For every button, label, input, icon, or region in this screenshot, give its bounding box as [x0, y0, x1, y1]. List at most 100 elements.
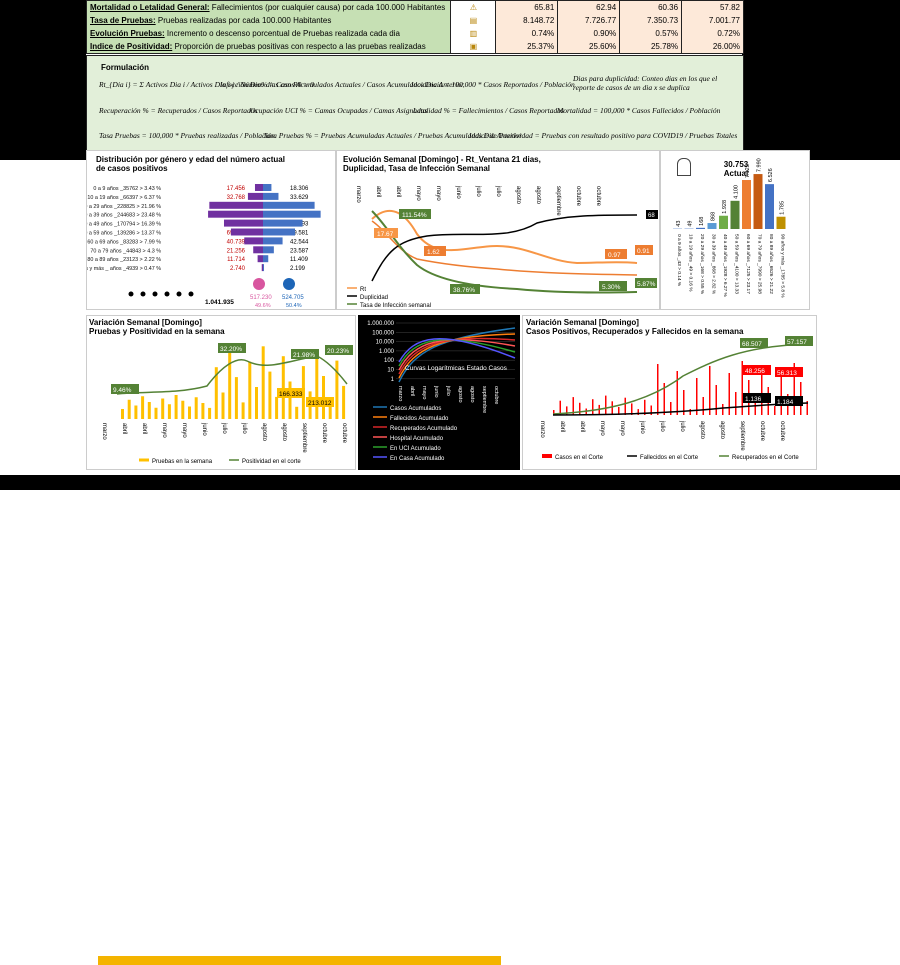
female-bar — [262, 264, 263, 271]
cases-bar — [729, 373, 731, 415]
cases-bar — [709, 366, 711, 415]
person-icon — [189, 292, 194, 297]
log-tick: 1.000.000 — [367, 321, 394, 327]
alert-icon: ⚠ — [450, 1, 495, 14]
month-label: marzo — [539, 421, 545, 438]
age-label: 10 a 19 años _66397 > 6.37 % — [87, 195, 161, 201]
metric-row: Tasa de Pruebas: Pruebas realizadas por … — [87, 14, 743, 27]
legend-text: Casos Acumulados — [390, 406, 441, 412]
infection-line — [372, 211, 637, 293]
month-label: septiembre — [481, 386, 487, 413]
log-tick: 1 — [391, 377, 395, 383]
death-value: 1.928 — [722, 200, 728, 214]
month-label: julio — [445, 385, 451, 396]
test-bar — [315, 351, 318, 419]
female-bar — [209, 202, 263, 209]
death-label: 90 años y más _1785 > 5.8 % — [780, 234, 786, 298]
month-label: abril — [121, 423, 127, 434]
death-value: 7.990 — [757, 158, 763, 172]
month-label: octubre — [575, 186, 581, 207]
test-bar — [228, 352, 231, 419]
formula-box: Formulación Rt_{Dia i} = Σ Activos Dia i… — [86, 55, 744, 151]
death-value: 168 — [699, 217, 705, 226]
cases-bar — [703, 397, 705, 415]
rt-label: 111.54% — [402, 212, 427, 219]
death-value: 1.785 — [780, 201, 786, 215]
test-bar — [282, 356, 285, 419]
male-bar — [263, 202, 315, 209]
male-bar — [263, 184, 271, 191]
month-label: octubre — [493, 386, 499, 404]
month-label: marzo — [397, 386, 403, 401]
legend-text: Fallecidos Acumulado — [390, 416, 449, 422]
legend-text: Casos en el Corte — [555, 455, 604, 461]
female-value: 21.256 — [227, 248, 246, 254]
female-bar — [255, 184, 263, 191]
legend-text: Recuperados en el Corte — [732, 455, 799, 461]
age-label: 50 a 59 años _139286 > 13.37 % — [87, 231, 161, 237]
person-icon — [177, 292, 182, 297]
death-value: 4.100 — [734, 185, 740, 199]
month-label: marzo — [101, 423, 107, 440]
cases-bar — [722, 404, 724, 415]
positivity-icon: ▣ — [450, 40, 495, 53]
male-value: 42.544 — [290, 239, 309, 245]
person-icon — [141, 292, 146, 297]
test-bar — [128, 400, 131, 419]
test-bar — [175, 395, 178, 419]
female-bar — [253, 246, 263, 253]
cases-label: 56.313 — [777, 370, 797, 377]
month-label: julio — [221, 422, 227, 434]
rt-label: 0.91 — [637, 248, 650, 255]
death-bar — [696, 228, 705, 229]
male-bar — [263, 246, 274, 253]
age-label: 20 a 29 años _228825 > 21.96 % — [87, 204, 161, 210]
tests-label: 213.012 — [308, 400, 332, 407]
female-bar — [258, 255, 263, 262]
month-label: julio — [679, 420, 685, 432]
cases-label: 1.136 — [745, 396, 762, 403]
month-label: mayo — [415, 186, 421, 201]
female-pct: 49.6% — [255, 303, 271, 309]
person-icon — [165, 292, 170, 297]
tests-label: 32.20% — [220, 346, 242, 353]
death-bar — [765, 184, 774, 229]
legend-text: Hospital Acumulado — [390, 436, 444, 442]
tests-label: 21.98% — [293, 352, 315, 359]
cases-bar — [761, 368, 763, 415]
month-label: mayo — [435, 186, 441, 201]
test-icon: ▤ — [450, 14, 495, 27]
chart-icon: ▥ — [450, 27, 495, 40]
month-label: octubre — [779, 421, 785, 442]
cases-bar — [690, 409, 692, 415]
person-icon — [129, 292, 134, 297]
gender-panel: Distribución por género y edad del númer… — [86, 150, 336, 310]
month-label: septiembre — [301, 423, 307, 453]
male-bar — [263, 211, 321, 218]
month-label: julio — [659, 420, 665, 432]
month-label: agosto — [719, 421, 725, 440]
month-label: septiembre — [555, 186, 561, 216]
cases-label: 48.256 — [745, 368, 765, 375]
tests-label: 166.333 — [279, 391, 303, 398]
death-bar — [731, 201, 740, 229]
cases-bar — [657, 364, 659, 415]
death-label: 30 a 39 años _868 > 2.82 % — [711, 234, 717, 295]
legend-text: Tasa de Infección semanal — [360, 303, 431, 309]
death-label: 70 a 79 años _7990 > 25.98 — [757, 234, 763, 294]
death-bar — [719, 216, 728, 229]
legend-text: Rt — [360, 287, 366, 293]
month-label: mayo — [181, 423, 187, 438]
cases-panel: Variación Semanal [Domingo]Casos Positiv… — [522, 315, 817, 470]
death-bar — [742, 180, 751, 229]
legend-text: Recuperados Acumulado — [390, 426, 458, 432]
log-tick: 10.000 — [376, 340, 395, 346]
test-bar — [235, 377, 238, 419]
cases-bar — [625, 398, 627, 415]
month-label: octubre — [759, 421, 765, 442]
cases-bar — [735, 392, 737, 415]
male-value: 23.587 — [290, 248, 309, 254]
log-title: Curvas Logarítmicas Estado Casos — [405, 365, 508, 372]
age-label: 80 a 89 años _23123 > 2.22 % — [87, 257, 161, 263]
age-label: 0 a 9 años _35762 > 3.43 % — [93, 186, 161, 192]
